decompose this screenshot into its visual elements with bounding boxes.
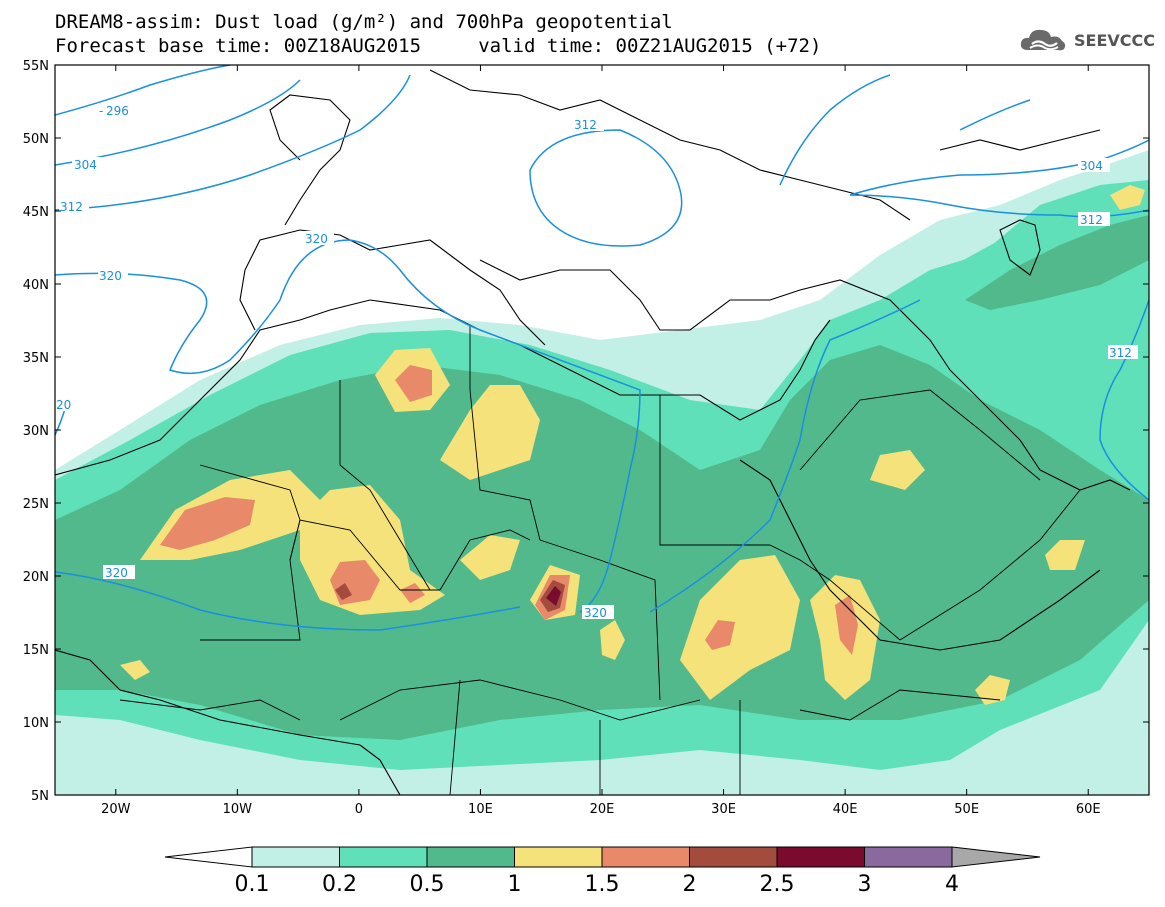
- y-tick-label: 15N: [23, 643, 49, 658]
- colorbar-left-arrow: [164, 846, 253, 868]
- y-tick-label: 45N: [23, 205, 49, 220]
- x-tick-label: 10E: [468, 802, 493, 817]
- dust-region-1-small-b: [600, 620, 625, 660]
- country-borders: [119, 325, 1081, 795]
- geopotential-contours: [55, 65, 1149, 631]
- contour-label: 320: [105, 566, 128, 580]
- contour-label: 304: [1080, 159, 1103, 173]
- dust-region-1.5-eritrea: [835, 595, 858, 655]
- y-tick-label: 20N: [23, 570, 49, 585]
- colorbar-swatch: [426, 846, 515, 868]
- dust-region-1.5-west: [160, 497, 255, 550]
- chart-title: DREAM8-assim: Dust load (g/m²) and 700hP…: [55, 11, 673, 33]
- y-axis: 55N 50N 45N 40N 35N 30N 25N 20N 15N 10N 5N: [23, 59, 1149, 804]
- y-tick-label: 30N: [23, 424, 49, 439]
- colorbar-swatch: [864, 846, 953, 868]
- x-tick-label: 20E: [590, 802, 615, 817]
- contour-label: 312: [574, 118, 597, 132]
- dust-region-1-sudan: [680, 555, 800, 700]
- contour-label: 304: [74, 158, 97, 172]
- colorbar-swatch: [251, 846, 340, 868]
- dust-region-1.5-algeria: [395, 365, 432, 402]
- contour-label: 312: [60, 200, 83, 214]
- x-tick-label: 30E: [711, 802, 736, 817]
- colorbar-label: 2.5: [760, 872, 795, 897]
- dust-region-2.5-central: [546, 586, 561, 606]
- contour-label: 320: [99, 269, 122, 283]
- y-tick-label: 10N: [23, 716, 49, 731]
- colorbar-label: 1: [508, 872, 522, 897]
- contour-label: 312: [1080, 213, 1103, 227]
- dust-region-1-oman: [1045, 540, 1085, 570]
- y-tick-label: 5N: [31, 789, 49, 804]
- contour-labels: - 296 304 312 320 320 20 320 320 312 304…: [55, 103, 1138, 620]
- x-axis: 20W 10W 0 10E 20E 30E 40E 50E 60E: [101, 65, 1101, 817]
- contour-label: 296: [106, 104, 129, 118]
- colorbar-label: 0.5: [410, 872, 445, 897]
- colorbar: 0.1 0.2 0.5 1 1.5 2 2.5 3 4: [164, 846, 1041, 897]
- x-tick-label: 40E: [833, 802, 858, 817]
- contour-label: 20: [56, 398, 71, 412]
- colorbar-label: 0.1: [235, 872, 270, 897]
- chart-subtitle: Forecast base time: 00Z18AUG2015 valid t…: [55, 35, 822, 57]
- dust-region-1-saudi: [870, 450, 925, 490]
- y-tick-label: 25N: [23, 497, 49, 512]
- x-tick-label: 50E: [954, 802, 979, 817]
- colorbar-right-arrow: [951, 846, 1041, 868]
- y-tick-label: 55N: [23, 59, 49, 74]
- x-tick-label: 10W: [223, 802, 253, 817]
- y-tick-label: 50N: [23, 132, 49, 147]
- colorbar-swatch: [339, 846, 428, 868]
- dust-region-1.5-small: [400, 583, 425, 603]
- cloud-logo-icon: [1020, 29, 1066, 51]
- x-tick-label: 60E: [1076, 802, 1101, 817]
- dust-region-1-caspian: [1110, 185, 1145, 210]
- seevccc-logo: SEEVCCC: [1018, 24, 1155, 56]
- x-tick-label: 0: [355, 802, 363, 817]
- contour-label-296: -: [99, 104, 103, 118]
- dust-region-0.5-b: [965, 215, 1149, 310]
- contour-label: 312: [1109, 346, 1132, 360]
- dust-region-1-chad: [460, 535, 520, 580]
- dust-region-1.5-sudan: [705, 620, 735, 650]
- colorbar-swatch: [514, 846, 603, 868]
- x-tick-label: 20W: [101, 802, 131, 817]
- dust-region-2-mali: [335, 583, 352, 600]
- y-tick-label: 35N: [23, 351, 49, 366]
- contour-label: 320: [584, 606, 607, 620]
- colorbar-label: 0.2: [322, 872, 357, 897]
- y-tick-label: 40N: [23, 278, 49, 293]
- map-field-layer: - 296 304 312 320 320 20 320 320 312 304…: [55, 65, 1149, 795]
- dust-region-1-somalia: [975, 675, 1010, 705]
- dust-region-1-libya: [440, 385, 540, 480]
- dust-region-1-small-a: [120, 660, 150, 680]
- colorbar-label: 4: [945, 872, 959, 897]
- logo-text: SEEVCCC: [1074, 30, 1155, 50]
- colorbar-swatch: [776, 846, 865, 868]
- colorbar-label: 3: [858, 872, 872, 897]
- colorbar-swatch: [689, 846, 778, 868]
- colorbar-label: 2: [683, 872, 697, 897]
- colorbar-label: 1.5: [585, 872, 620, 897]
- colorbar-swatch: [601, 846, 690, 868]
- contour-label: 320: [305, 232, 328, 246]
